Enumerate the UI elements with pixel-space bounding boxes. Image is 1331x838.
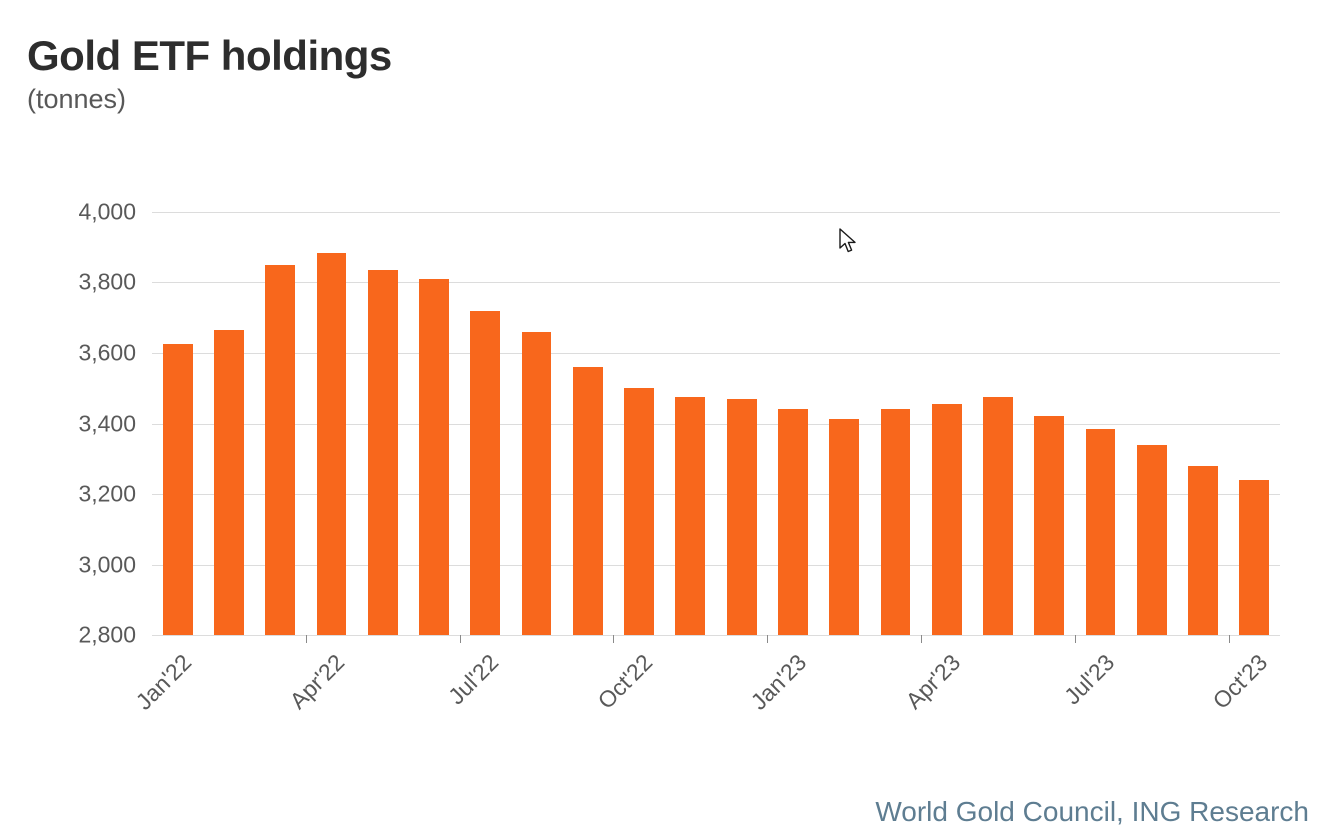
y-axis-label: 3,200 [78,480,136,507]
bar [931,404,962,635]
bar [162,344,193,635]
source-attribution: World Gold Council, ING Research [875,796,1309,827]
bar [1188,465,1218,635]
bar [367,270,398,635]
x-axis-label: Jul'22 [443,649,504,710]
x-axis-tick [921,635,923,643]
gridline [152,212,1280,213]
x-axis-tick [767,635,769,643]
x-axis-tick [459,635,461,643]
bar [265,264,296,635]
gridline [152,352,1280,354]
bar [1085,428,1116,635]
y-axis-label: 3,600 [78,339,136,366]
bar [880,409,911,635]
gridline [152,493,1280,495]
y-axis-label: 3,800 [78,268,136,295]
bar [778,409,808,635]
x-axis-label: Oct'23 [1207,649,1273,714]
chart-subtitle: (tonnes) [27,84,127,114]
x-axis-label: Jan'23 [745,649,812,715]
x-axis-tick [1074,635,1076,643]
y-axis-label: 3,400 [78,410,136,436]
gridline [152,282,1280,284]
bar [572,367,603,635]
y-axis: 2,800 3,000 3,200 3,400 3,600 3,800 4,000 [0,199,136,648]
x-axis-tick [305,635,307,643]
gridline [152,423,1280,425]
x-axis-label: Jul'23 [1058,649,1119,710]
bar [214,330,244,635]
gridline [152,635,1280,636]
gridline [152,564,1280,566]
x-axis-label: Jan'22 [130,649,197,715]
bar [1239,479,1270,635]
x-axis-label: Apr'23 [900,649,966,714]
bar [983,397,1013,635]
bar [675,397,706,635]
bar [624,388,654,635]
bar [829,419,860,635]
bar [1136,444,1167,635]
bar [316,252,347,635]
y-axis-label: 3,000 [78,551,136,577]
chart-title: Gold ETF holdings [27,32,392,80]
x-axis-tick [1228,635,1230,643]
bar-chart-plot-area: Jan'22 Apr'22 Jul'22 Oct'22 Jan'23 Apr'23 Jul'… [130,212,1280,715]
x-axis-tick [613,635,615,643]
y-axis-label: 4,000 [78,198,136,225]
bar [1034,416,1065,635]
bar [726,398,757,635]
bar [521,331,552,635]
bar [419,278,449,635]
bar [470,310,501,635]
x-axis-label: Apr'22 [284,649,350,714]
x-axis-label: Oct'22 [592,649,658,714]
y-axis-label: 2,800 [78,621,136,648]
